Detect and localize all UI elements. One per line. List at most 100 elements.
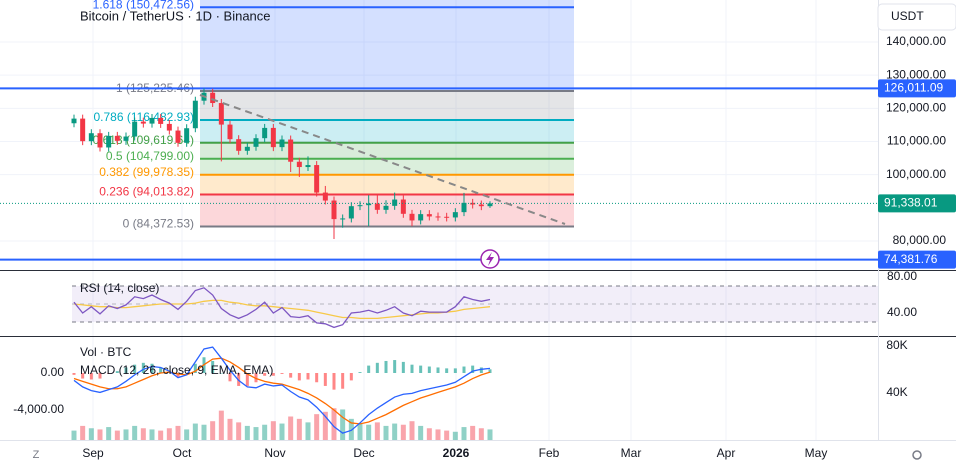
macd-hist-bar <box>393 360 397 373</box>
candle-body <box>210 92 216 104</box>
macd-line <box>73 346 491 434</box>
candle-body <box>305 165 311 168</box>
candle-body <box>487 203 493 207</box>
macd-hist-bar <box>193 363 197 373</box>
time-tick-label: 2026 <box>443 446 470 460</box>
candle-body <box>166 123 172 131</box>
candle-body <box>444 216 450 218</box>
candle-body <box>114 135 120 141</box>
candle-body <box>253 138 259 147</box>
macd-hist-bar <box>98 373 102 379</box>
candle-body <box>470 202 476 205</box>
volume-bar <box>340 409 346 440</box>
volume-bar <box>71 430 77 440</box>
timezone-button[interactable]: Z <box>33 449 40 461</box>
price-tick-label: 120,000.00 <box>886 101 946 115</box>
macd-hist-bar <box>141 362 145 373</box>
macd-hist-bar <box>254 373 258 383</box>
chart-title: Bitcoin / TetherUS · 1D · Binance <box>80 8 271 23</box>
volume-bar <box>366 424 372 440</box>
macd-hist-bar <box>159 367 163 373</box>
macd-hist-bar <box>289 373 293 378</box>
candle-body <box>322 192 328 201</box>
candle-body <box>192 100 198 129</box>
volume-bar <box>166 428 172 440</box>
volume-bar <box>114 430 120 440</box>
candle-body <box>409 213 415 221</box>
macd-hist-bar <box>185 373 189 374</box>
fib-level-label: 0 (84,372.53) <box>123 217 194 231</box>
price-line-tag <box>878 79 956 98</box>
fib-zone <box>200 119 574 143</box>
macd-hist-bar <box>271 373 275 376</box>
volume-bar <box>218 410 224 440</box>
rsi-title: RSI (14, close) <box>80 281 159 295</box>
candle-body <box>140 121 146 124</box>
candle-body <box>452 212 458 218</box>
settings-button[interactable] <box>912 450 922 460</box>
candle-body <box>158 117 164 124</box>
candle-body <box>97 133 103 148</box>
time-tick-label: Oct <box>173 446 192 460</box>
trend-line-drawing[interactable] <box>199 94 566 225</box>
fib-zone <box>200 0 574 92</box>
candle-body <box>418 214 424 221</box>
last-price-tag <box>878 194 956 213</box>
alert-icon[interactable] <box>480 249 500 269</box>
volume-bar <box>236 422 242 440</box>
volume-bar <box>314 414 320 440</box>
volume-bar <box>184 429 190 440</box>
macd-hist-bar <box>367 365 371 373</box>
candle-body <box>236 139 242 151</box>
volume-bar <box>262 424 268 440</box>
fib-zone <box>200 142 574 159</box>
volume-bar <box>288 416 294 440</box>
time-tick-label: Feb <box>539 446 560 460</box>
fib-level-label: 1.618 (150,472.56) <box>93 0 194 11</box>
macd-hist-bar <box>384 360 388 373</box>
macd-hist-bar <box>219 373 223 374</box>
volume-tick-label: 80K <box>886 338 907 352</box>
macd-hist-bar <box>419 365 423 373</box>
candle-body <box>132 121 138 137</box>
candle-body <box>262 127 268 139</box>
candle-body <box>80 118 86 142</box>
currency-label: USDT <box>891 9 924 23</box>
candle-body <box>71 118 77 124</box>
price-line-label: 74,381.76 <box>884 252 938 266</box>
volume-bar <box>435 429 441 440</box>
volume-bar <box>409 421 415 440</box>
macd-hist-bar <box>89 373 93 380</box>
price-tick-label: 100,000.00 <box>886 167 946 181</box>
volume-bar <box>279 423 285 440</box>
macd-hist-bar <box>488 369 492 373</box>
macd-hist-bar <box>115 371 119 373</box>
volume-bar <box>201 424 207 440</box>
volume-bar <box>383 425 389 440</box>
macd-hist-bar <box>479 367 483 373</box>
fib-zone <box>200 174 574 195</box>
candle-body <box>331 200 337 220</box>
candle-body <box>348 206 354 219</box>
volume-bar <box>478 428 484 440</box>
volume-bar <box>357 423 363 440</box>
candle-body <box>314 165 320 193</box>
fib-level-label: 0.382 (99,978.35) <box>99 165 194 179</box>
macd-hist-bar <box>306 373 310 380</box>
macd-hist-bar <box>462 366 466 373</box>
macd-hist-bar <box>358 372 362 373</box>
volume-bar <box>244 425 250 440</box>
currency-button[interactable] <box>877 3 956 31</box>
volume-bar <box>444 430 450 440</box>
volume-bar <box>487 429 493 440</box>
volume-bar <box>97 429 103 440</box>
volume-bar <box>426 428 432 440</box>
macd-hist-bar <box>332 373 336 390</box>
candle-body <box>184 128 190 143</box>
last-price-label: 91,338.01 <box>884 196 938 210</box>
macd-hist-bar <box>245 373 249 386</box>
main-layer: 1.618 (150,472.56)1 (125,225.46)0.786 (1… <box>0 0 878 440</box>
volume-bar <box>270 421 276 440</box>
fib-zone <box>200 158 574 175</box>
